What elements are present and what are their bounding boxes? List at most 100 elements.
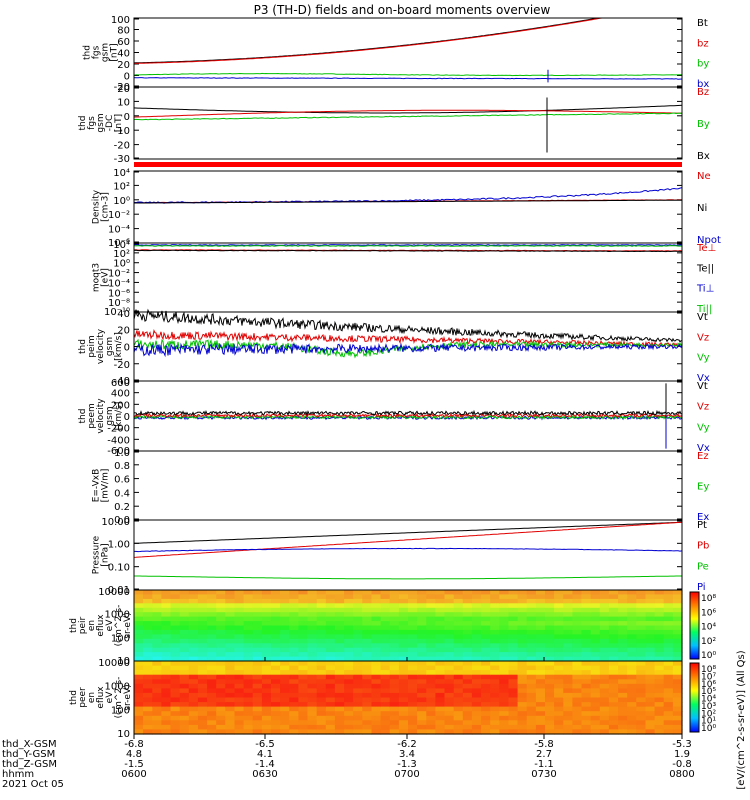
spec-cell: [471, 692, 482, 699]
spec-cell: [453, 616, 464, 622]
spec-cell: [672, 661, 683, 667]
spec-cell: [654, 590, 665, 595]
tick-label: 100: [111, 15, 130, 26]
spec-cell: [216, 702, 226, 708]
spec-cell: [581, 629, 592, 635]
spec-cell: [389, 665, 400, 671]
spec-cell: [545, 665, 555, 671]
spec-cell: [271, 661, 281, 667]
spec-cell: [453, 621, 464, 627]
spec-cell: [654, 647, 665, 653]
spec-cell: [152, 607, 162, 613]
spec-cell: [161, 706, 172, 712]
spec-cell: [161, 679, 172, 685]
spec-cell: [672, 711, 683, 717]
spec-cell: [152, 688, 162, 694]
spec-cell: [334, 729, 345, 735]
spec-cell: [554, 688, 564, 694]
spec-cell: [499, 612, 509, 618]
spec-cell: [334, 634, 345, 640]
spec-cell: [170, 665, 181, 671]
spec-cell: [663, 643, 674, 649]
spec-cell: [599, 652, 610, 658]
spec-cell: [389, 706, 400, 712]
spec-cell: [581, 670, 592, 676]
spec-cell: [535, 607, 546, 613]
spec-cell: [417, 621, 427, 627]
spec-cell: [289, 612, 299, 618]
spec-cell: [143, 711, 153, 717]
spec-cell: [581, 674, 592, 680]
spec-cell: [380, 598, 391, 604]
spec-cell: [618, 598, 628, 604]
spec-cell: [225, 652, 235, 658]
spec-cell: [426, 702, 436, 708]
spec-cell: [535, 711, 546, 717]
spec-cell: [362, 598, 372, 604]
spec-cell: [216, 692, 226, 699]
spec-cell: [471, 683, 482, 689]
spec-cell: [636, 683, 646, 689]
spec-cell: [371, 625, 382, 631]
spec-cell: [134, 697, 144, 703]
y-label-line: thd: [83, 45, 93, 60]
spec-cell: [417, 647, 427, 653]
spec-cell: [545, 643, 555, 649]
spec-cell: [362, 643, 372, 649]
spec-cell: [389, 590, 400, 595]
spec-cell: [462, 652, 473, 658]
spec-cell: [152, 656, 162, 662]
spec-cell: [590, 656, 601, 662]
spec-cell: [572, 692, 583, 699]
spec-cell: [280, 616, 290, 622]
legend-Ti||: Ti||: [696, 304, 712, 315]
spec-cell: [417, 625, 427, 631]
spec-cell: [435, 715, 446, 721]
spec-cell: [435, 638, 446, 644]
spec-cell: [389, 702, 400, 708]
spec-cell: [307, 598, 318, 604]
spec-cell: [134, 607, 144, 613]
spec-cell: [563, 679, 573, 685]
spec-cell: [362, 720, 372, 726]
tick-label: 10: [117, 97, 130, 108]
spec-cell: [654, 625, 665, 631]
spec-cell: [590, 652, 601, 658]
spec-cell: [645, 607, 656, 613]
spec-cell: [618, 711, 628, 717]
spec-cell: [672, 590, 683, 595]
spec-cell: [535, 638, 546, 644]
spec-cell: [389, 598, 400, 604]
spec-cell: [234, 688, 245, 694]
spec-cell: [654, 670, 665, 676]
y-label-line: thd: [69, 618, 79, 633]
spec-cell: [234, 652, 245, 658]
trace-Bt: [133, 17, 682, 64]
spec-cell: [554, 720, 564, 726]
y-label-line: fgs: [87, 116, 97, 130]
spec-cell: [316, 729, 327, 735]
spec-cell: [435, 711, 446, 717]
spec-cell: [490, 720, 500, 726]
spec-cell: [207, 594, 217, 600]
spec-cell: [462, 711, 473, 717]
spec-cell: [627, 656, 637, 662]
spec-cell: [435, 594, 446, 600]
spec-cell: [225, 590, 235, 595]
spec-cell: [307, 634, 318, 640]
spec-cell: [197, 603, 208, 609]
spec-cell: [627, 679, 637, 685]
spec-cell: [344, 652, 354, 658]
spec-cell: [636, 706, 646, 712]
spec-cell: [499, 702, 509, 708]
colorbar: [689, 662, 700, 733]
legend-Te⊥: Te⊥: [696, 243, 716, 254]
spec-cell: [672, 724, 683, 731]
spec-cell: [152, 594, 162, 600]
spec-cell: [380, 661, 391, 667]
spec-cell: [344, 625, 354, 631]
spec-cell: [197, 683, 208, 689]
x-row-value: -0.8: [672, 759, 692, 770]
spec-cell: [234, 607, 245, 613]
legend-By: By: [697, 119, 710, 130]
